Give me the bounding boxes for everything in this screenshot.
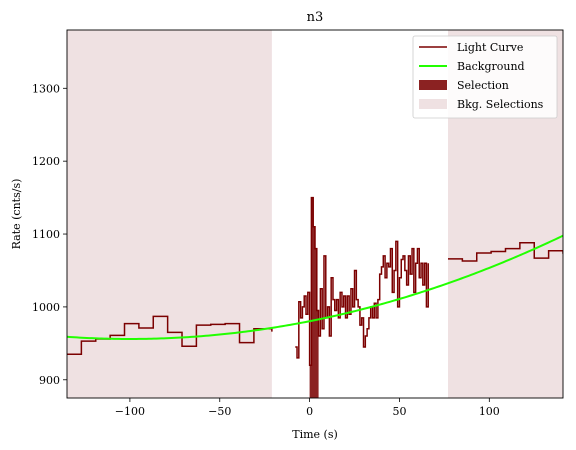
background-curve	[67, 234, 563, 340]
bkg-selection-region	[67, 30, 272, 398]
y-tick-label: 1000	[32, 301, 60, 314]
background-layer	[67, 234, 563, 340]
y-tick-label: 1100	[32, 228, 60, 241]
x-tick-label: 50	[392, 405, 406, 418]
chart-title: n3	[307, 10, 324, 25]
y-axis-ticks: 900 1000 1100 1200 1300	[32, 82, 67, 387]
plot-frame	[66, 29, 564, 399]
x-axis-label: Time (s)	[292, 428, 338, 441]
legend-swatch-bkg-selections	[419, 99, 447, 109]
legend-entry-background: Background	[457, 60, 525, 73]
x-tick-label: 100	[479, 405, 500, 418]
y-tick-label: 1200	[32, 155, 60, 168]
x-axis-ticks: −100 −50 0 50 100	[115, 398, 500, 418]
y-tick-label: 900	[39, 374, 60, 387]
legend-entry-bkg-selections: Bkg. Selections	[457, 98, 544, 111]
legend-entry-light-curve: Light Curve	[457, 41, 523, 54]
light-curve-segment	[447, 242, 563, 262]
y-tick-label: 1300	[32, 82, 60, 95]
light-curve-segment	[295, 196, 429, 366]
legend-swatch-selection	[419, 80, 447, 90]
legend: Light Curve Background Selection Bkg. Se…	[412, 35, 558, 119]
x-tick-label: 0	[306, 405, 313, 418]
x-tick-label: −50	[208, 405, 231, 418]
y-axis-label: Rate (cnts/s)	[10, 179, 23, 250]
x-tick-label: −100	[115, 405, 145, 418]
legend-box	[412, 35, 558, 119]
legend-entry-selection: Selection	[457, 79, 509, 92]
